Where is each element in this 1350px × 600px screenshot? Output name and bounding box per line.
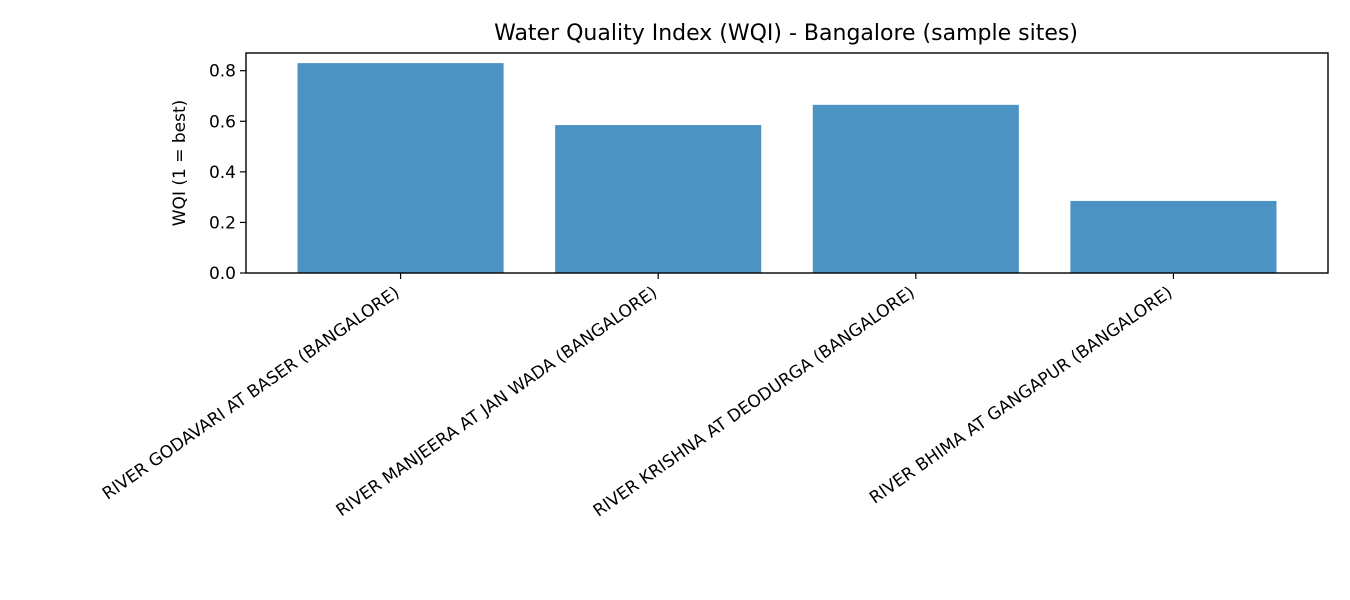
- bar-3: [812, 104, 1019, 273]
- y-tick-label: 0.2: [209, 213, 236, 233]
- y-tick-label: 0.4: [209, 163, 236, 183]
- y-tick-label: 0.8: [209, 62, 236, 82]
- x-tick-label: RIVER KRISHNA AT DEODURGA (BANGALORE): [590, 283, 919, 522]
- plot-area: 0.0 0.2 0.4 0.6 0.8 RIVER GODAVARI AT BASER (…: [99, 52, 1329, 522]
- x-tick-label: RIVER MANJEERA AT JAN WADA (BANGALORE): [333, 283, 661, 521]
- y-tick-label: 0.6: [209, 112, 236, 132]
- bar-2: [555, 125, 762, 273]
- bar-1: [297, 63, 504, 273]
- bar-4: [1070, 200, 1277, 273]
- x-tick-label: RIVER BHIMA AT GANGAPUR (BANGALORE): [866, 283, 1176, 509]
- x-tick-label: RIVER GODAVARI AT BASER (BANGALORE): [99, 283, 403, 505]
- axes-frame: [245, 52, 1329, 274]
- chart-title: Water Quality Index (WQI) - Bangalore (s…: [494, 21, 1078, 46]
- y-axis-label: WQI (1 = best): [170, 100, 190, 227]
- y-tick-label: 0.0: [209, 264, 236, 284]
